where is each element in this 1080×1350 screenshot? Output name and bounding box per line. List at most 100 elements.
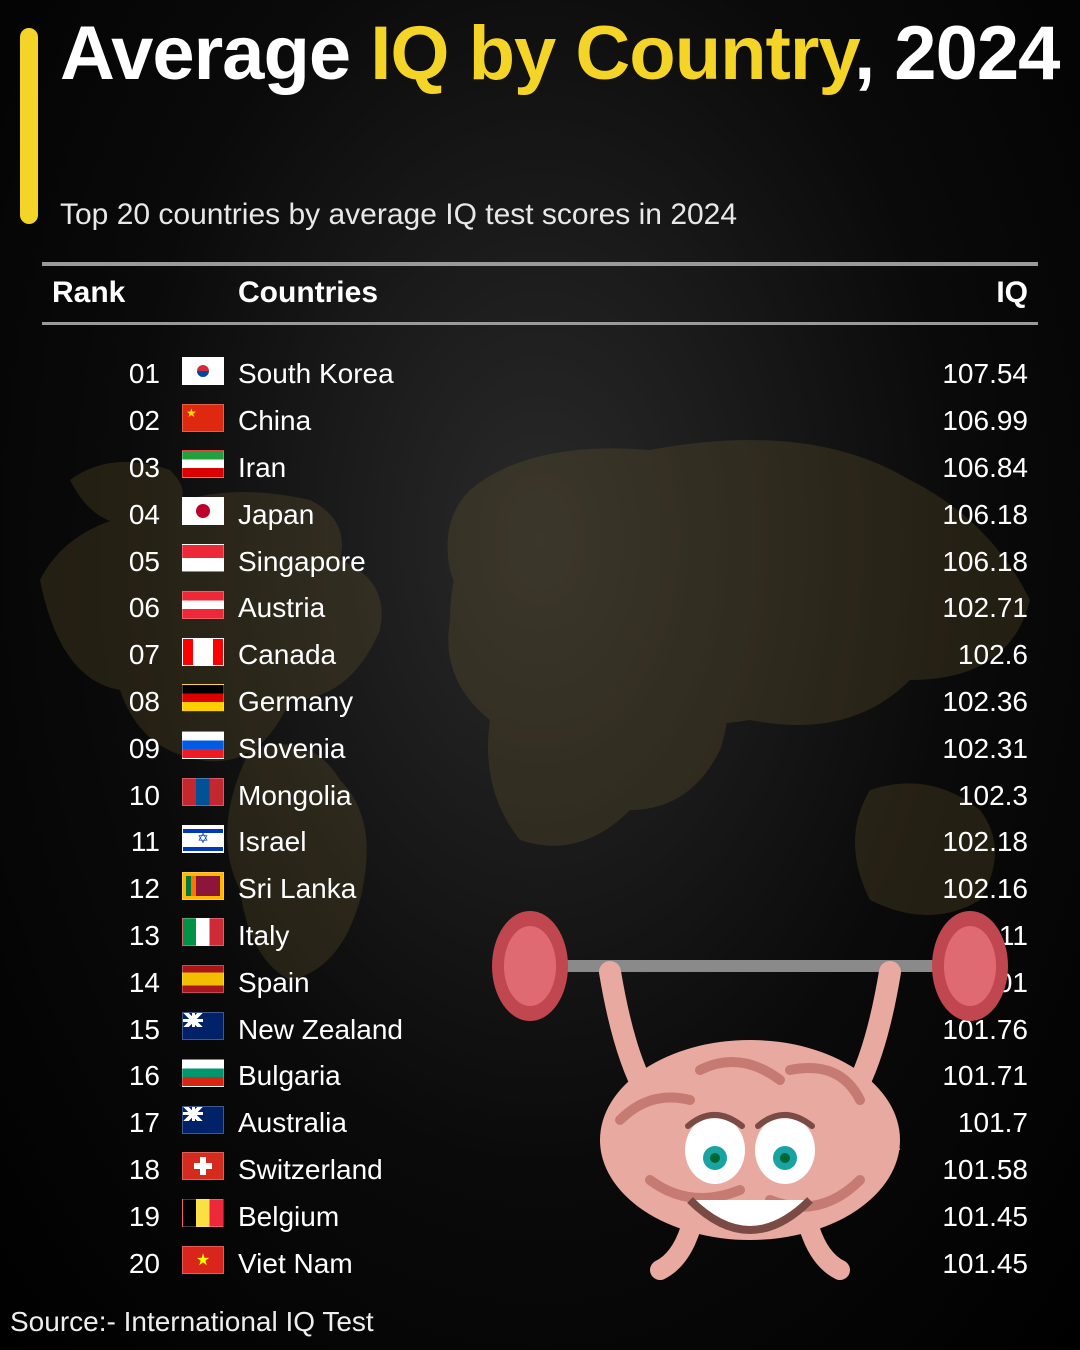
page-subtitle: Top 20 countries by average IQ test scor… (60, 198, 737, 232)
col-header-iq: IQ (848, 276, 1028, 310)
cell-country: Canada (238, 639, 848, 671)
flag-icon (182, 965, 224, 993)
cell-flag (182, 1106, 238, 1141)
flag-icon (182, 1152, 224, 1180)
flag-icon (182, 544, 224, 572)
table-row: 18 Switzerland101.58 (42, 1147, 1038, 1194)
cell-rank: 12 (52, 873, 182, 905)
cell-country: Slovenia (238, 733, 848, 765)
flag-icon (182, 1059, 224, 1087)
cell-flag (182, 357, 238, 392)
table-row: 11Israel102.18 (42, 819, 1038, 866)
cell-rank: 11 (52, 826, 182, 858)
cell-flag (182, 1012, 238, 1047)
cell-rank: 14 (52, 967, 182, 999)
table-row: 05Singapore106.18 (42, 538, 1038, 585)
cell-flag (182, 1199, 238, 1234)
cell-flag (182, 450, 238, 485)
cell-rank: 01 (52, 358, 182, 390)
flag-icon (182, 1246, 224, 1274)
title-highlight: IQ by Country (370, 11, 854, 96)
flag-icon (182, 1199, 224, 1227)
col-header-flag-spacer (182, 276, 238, 310)
flag-icon (182, 1106, 224, 1134)
cell-country: Belgium (238, 1201, 848, 1233)
cell-iq: 101.58 (848, 1154, 1028, 1186)
cell-iq: 102.36 (848, 686, 1028, 718)
table-row: 10 Mongolia102.3 (42, 772, 1038, 819)
cell-country: Mongolia (238, 780, 848, 812)
table-row: 01South Korea107.54 (42, 351, 1038, 398)
cell-country: Germany (238, 686, 848, 718)
table-row: 20Viet Nam101.45 (42, 1240, 1038, 1287)
table-row: 08 Germany102.36 (42, 679, 1038, 726)
col-header-country: Countries (238, 276, 848, 310)
cell-country: Singapore (238, 546, 848, 578)
cell-iq: 101.45 (848, 1248, 1028, 1280)
cell-rank: 18 (52, 1154, 182, 1186)
cell-iq: 106.99 (848, 405, 1028, 437)
cell-iq: 102.11 (848, 920, 1028, 952)
cell-country: Japan (238, 499, 848, 531)
table-row: 09Slovenia102.31 (42, 725, 1038, 772)
flag-icon (182, 591, 224, 619)
cell-rank: 06 (52, 592, 182, 624)
cell-rank: 08 (52, 686, 182, 718)
cell-flag (182, 918, 238, 953)
col-header-rank: Rank (52, 276, 182, 310)
cell-country: Sri Lanka (238, 873, 848, 905)
cell-iq: 102.6 (848, 639, 1028, 671)
flag-icon (182, 684, 224, 712)
table-header: Rank Countries IQ (42, 266, 1038, 322)
cell-iq: 106.84 (848, 452, 1028, 484)
flag-icon (182, 404, 224, 432)
cell-rank: 15 (52, 1014, 182, 1046)
table-row: 03Iran106.84 (42, 445, 1038, 492)
cell-flag (182, 684, 238, 719)
cell-country: Austria (238, 592, 848, 624)
cell-flag (182, 1059, 238, 1094)
source-label: Source:- International IQ Test (10, 1306, 374, 1338)
cell-iq: 102.3 (848, 780, 1028, 812)
cell-rank: 02 (52, 405, 182, 437)
cell-flag (182, 825, 238, 860)
cell-iq: 102.01 (848, 967, 1028, 999)
cell-rank: 19 (52, 1201, 182, 1233)
accent-bar (20, 28, 38, 224)
flag-icon (182, 918, 224, 946)
flag-icon (182, 638, 224, 666)
cell-country: China (238, 405, 848, 437)
cell-country: Australia (238, 1107, 848, 1139)
flag-icon (182, 497, 224, 525)
cell-flag (182, 965, 238, 1000)
cell-iq: 102.71 (848, 592, 1028, 624)
cell-iq: 102.31 (848, 733, 1028, 765)
cell-rank: 04 (52, 499, 182, 531)
table-row: 14 Spain102.01 (42, 959, 1038, 1006)
cell-rank: 13 (52, 920, 182, 952)
cell-country: Italy (238, 920, 848, 952)
cell-flag (182, 1246, 238, 1281)
cell-flag (182, 1152, 238, 1187)
cell-country: Spain (238, 967, 848, 999)
flag-icon (182, 450, 224, 478)
iq-table: Rank Countries IQ 01South Korea107.54 02 C… (42, 262, 1038, 1287)
cell-country: Israel (238, 826, 848, 858)
table-body: 01South Korea107.54 02 China106.99 03Iran10… (42, 325, 1038, 1287)
cell-country: Switzerland (238, 1154, 848, 1186)
cell-rank: 16 (52, 1060, 182, 1092)
title-suffix: , 2024 (854, 11, 1059, 96)
table-row: 15New Zealand101.76 (42, 1006, 1038, 1053)
cell-flag (182, 731, 238, 766)
cell-flag (182, 591, 238, 626)
table-row: 12Sri Lanka102.16 (42, 866, 1038, 913)
table-row: 19Belgium101.45 (42, 1193, 1038, 1240)
cell-rank: 07 (52, 639, 182, 671)
cell-rank: 10 (52, 780, 182, 812)
cell-rank: 05 (52, 546, 182, 578)
flag-icon (182, 872, 224, 900)
flag-icon (182, 778, 224, 806)
cell-iq: 107.54 (848, 358, 1028, 390)
table-row: 07 Canada102.6 (42, 632, 1038, 679)
cell-flag (182, 638, 238, 673)
